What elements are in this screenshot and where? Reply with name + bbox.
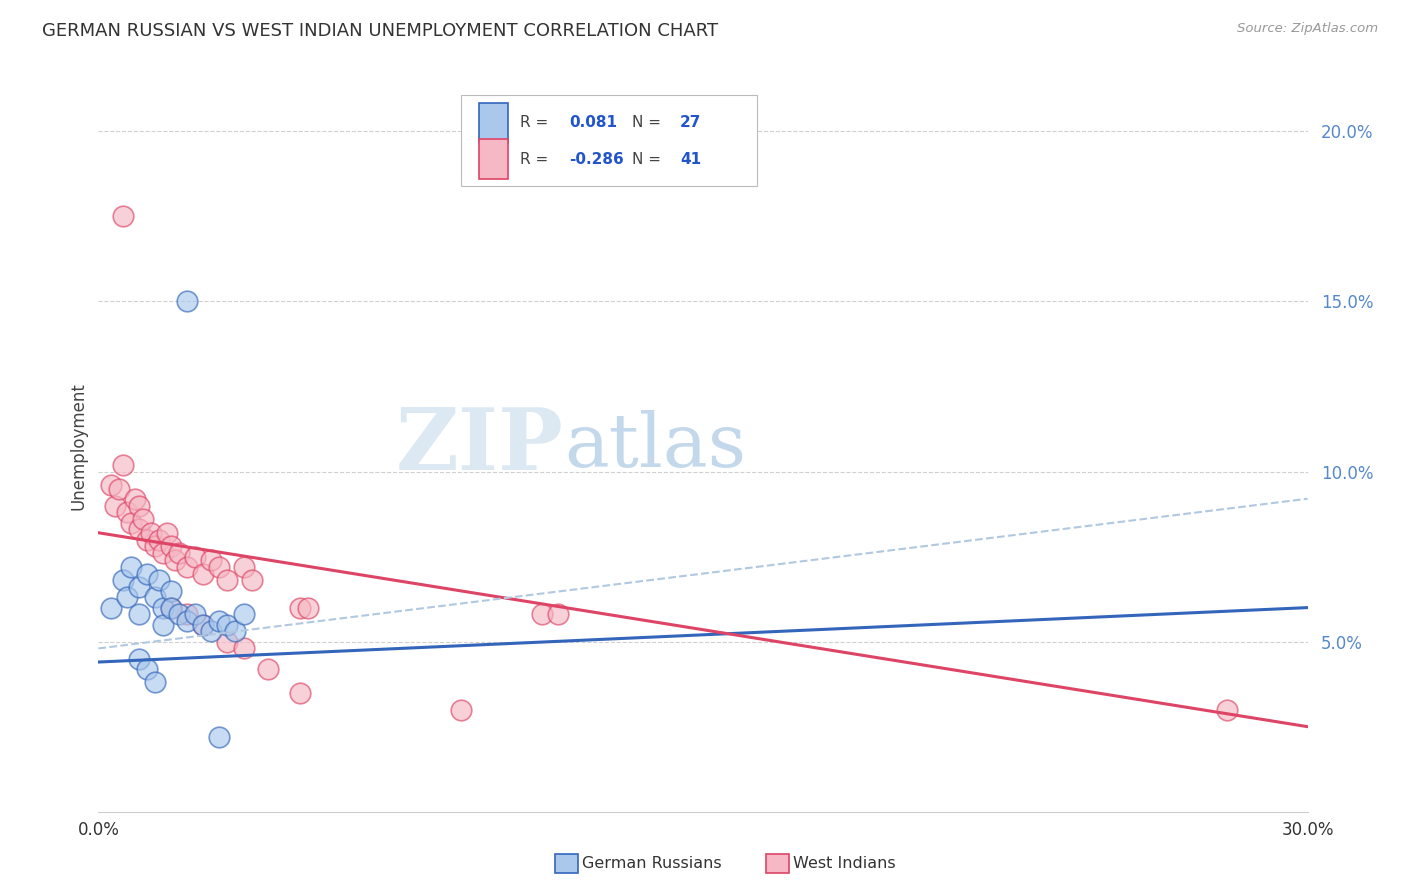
Point bbox=[128, 580, 150, 594]
Point bbox=[143, 591, 166, 605]
Text: 41: 41 bbox=[681, 152, 702, 167]
Text: GERMAN RUSSIAN VS WEST INDIAN UNEMPLOYMENT CORRELATION CHART: GERMAN RUSSIAN VS WEST INDIAN UNEMPLOYME… bbox=[42, 22, 718, 40]
Point bbox=[152, 600, 174, 615]
Text: West Indians: West Indians bbox=[793, 856, 896, 871]
Point bbox=[100, 600, 122, 615]
Point bbox=[100, 478, 122, 492]
Point bbox=[139, 525, 162, 540]
Point bbox=[124, 491, 146, 506]
Point bbox=[128, 499, 150, 513]
Point bbox=[135, 566, 157, 581]
Point bbox=[103, 499, 125, 513]
Point bbox=[176, 614, 198, 628]
Point bbox=[143, 540, 166, 554]
Point bbox=[135, 662, 157, 676]
Text: N =: N = bbox=[631, 115, 661, 130]
Point bbox=[256, 662, 278, 676]
Point bbox=[297, 600, 319, 615]
Point bbox=[240, 574, 263, 588]
Point bbox=[184, 607, 207, 622]
FancyBboxPatch shape bbox=[479, 103, 509, 143]
Point bbox=[120, 559, 142, 574]
Point bbox=[184, 549, 207, 564]
Text: German Russians: German Russians bbox=[582, 856, 721, 871]
Point bbox=[135, 533, 157, 547]
Point bbox=[152, 617, 174, 632]
Point bbox=[232, 607, 254, 622]
Point bbox=[120, 516, 142, 530]
Point bbox=[160, 600, 183, 615]
Point bbox=[288, 686, 311, 700]
Point bbox=[167, 546, 190, 560]
Point bbox=[167, 607, 190, 622]
Point bbox=[200, 624, 222, 639]
Text: Source: ZipAtlas.com: Source: ZipAtlas.com bbox=[1237, 22, 1378, 36]
Point bbox=[176, 294, 198, 309]
Text: R =: R = bbox=[520, 152, 548, 167]
Point bbox=[1216, 703, 1239, 717]
Text: atlas: atlas bbox=[564, 409, 747, 483]
Point bbox=[208, 730, 231, 744]
Point bbox=[176, 607, 198, 622]
Point bbox=[288, 600, 311, 615]
Point bbox=[176, 559, 198, 574]
Point bbox=[217, 574, 239, 588]
Point bbox=[224, 624, 246, 639]
Point bbox=[128, 651, 150, 665]
Text: ZIP: ZIP bbox=[396, 404, 564, 488]
Point bbox=[450, 703, 472, 717]
Point bbox=[107, 482, 129, 496]
Point bbox=[160, 583, 183, 598]
Point bbox=[143, 675, 166, 690]
Point bbox=[200, 553, 222, 567]
Point bbox=[208, 614, 231, 628]
Point bbox=[152, 546, 174, 560]
Point bbox=[547, 607, 569, 622]
Point bbox=[111, 574, 134, 588]
Point bbox=[111, 458, 134, 472]
Point bbox=[160, 540, 183, 554]
Point bbox=[160, 600, 183, 615]
Point bbox=[148, 533, 170, 547]
Point bbox=[193, 617, 215, 632]
FancyBboxPatch shape bbox=[461, 95, 758, 186]
Text: N =: N = bbox=[631, 152, 661, 167]
Point bbox=[217, 617, 239, 632]
Point bbox=[148, 574, 170, 588]
Point bbox=[208, 559, 231, 574]
FancyBboxPatch shape bbox=[479, 139, 509, 179]
Y-axis label: Unemployment: Unemployment bbox=[69, 382, 87, 510]
Point bbox=[193, 566, 215, 581]
Point bbox=[128, 607, 150, 622]
Point bbox=[163, 553, 186, 567]
Point bbox=[115, 591, 138, 605]
Point bbox=[156, 525, 179, 540]
Text: R =: R = bbox=[520, 115, 548, 130]
Text: 0.081: 0.081 bbox=[569, 115, 617, 130]
Point bbox=[232, 641, 254, 656]
Point bbox=[217, 634, 239, 648]
Point bbox=[530, 607, 553, 622]
Text: 27: 27 bbox=[681, 115, 702, 130]
Point bbox=[193, 617, 215, 632]
Point bbox=[128, 522, 150, 536]
Point bbox=[115, 505, 138, 519]
Text: -0.286: -0.286 bbox=[569, 152, 623, 167]
Point bbox=[232, 559, 254, 574]
Point bbox=[111, 210, 134, 224]
Point bbox=[132, 512, 155, 526]
